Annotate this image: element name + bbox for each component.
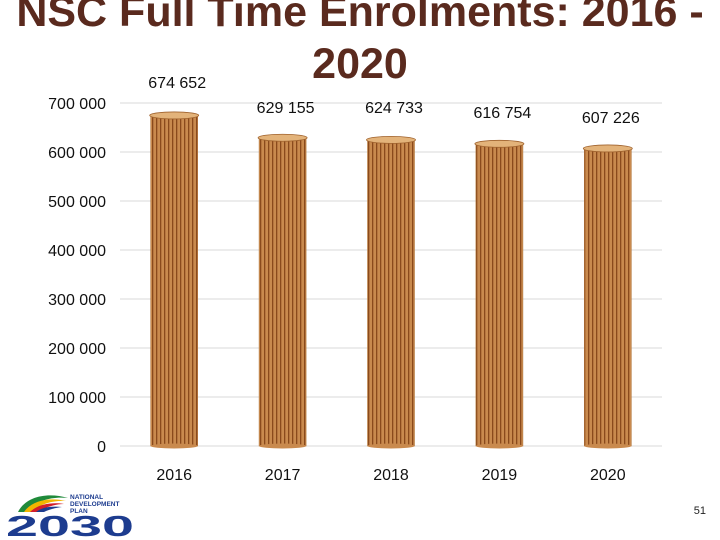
x-axis-ticks: 2016 2017 2018 2019 2020 bbox=[156, 467, 625, 484]
bar-chart: 0 100 000 200 000 300 000 400 000 500 000 600 … bbox=[48, 75, 662, 484]
y-tick-label: 200 000 bbox=[48, 341, 106, 358]
bar-top-cap bbox=[474, 139, 525, 148]
logo-year: 2030 bbox=[6, 511, 134, 538]
logo-text-plan: PLAN bbox=[70, 508, 88, 515]
bar-top-cap bbox=[257, 133, 308, 142]
y-tick-label: 0 bbox=[97, 439, 106, 456]
bar bbox=[150, 115, 198, 447]
bar-top-cap bbox=[366, 135, 416, 144]
data-label: 607 226 bbox=[582, 110, 640, 127]
y-tick-label: 300 000 bbox=[48, 292, 106, 309]
x-tick-label: 2016 bbox=[156, 467, 192, 484]
y-tick-label: 100 000 bbox=[48, 390, 106, 407]
flag-swoosh-icon bbox=[30, 503, 64, 512]
bars bbox=[149, 111, 633, 449]
ndp-2030-logo: NATIONAL DEVELOPMENT PLAN 2030 bbox=[6, 494, 134, 538]
bar-base-cap bbox=[475, 443, 523, 449]
data-label: 624 733 bbox=[365, 100, 423, 117]
bar-base-cap bbox=[584, 443, 632, 449]
y-tick-label: 600 000 bbox=[48, 145, 106, 162]
data-label: 674 652 bbox=[148, 75, 206, 92]
bar-base-cap bbox=[259, 443, 307, 449]
bar-base-cap bbox=[150, 443, 198, 449]
logo-text-national: NATIONAL bbox=[70, 494, 103, 501]
bar bbox=[258, 137, 307, 447]
page-number: 51 bbox=[693, 505, 706, 517]
data-label: 629 155 bbox=[257, 100, 315, 117]
bar bbox=[583, 148, 632, 447]
data-labels: 674 652 629 155 624 733 616 754 607 226 bbox=[148, 75, 640, 127]
x-tick-label: 2017 bbox=[265, 467, 301, 484]
x-tick-label: 2018 bbox=[373, 467, 409, 484]
bar bbox=[475, 143, 524, 447]
logo-text-development: DEVELOPMENT bbox=[70, 501, 120, 508]
bar bbox=[367, 139, 415, 447]
x-tick-label: 2019 bbox=[482, 467, 518, 484]
data-label: 616 754 bbox=[473, 105, 531, 122]
bar-top-cap bbox=[582, 144, 633, 153]
x-tick-label: 2020 bbox=[590, 467, 626, 484]
flag-swoosh-icon bbox=[18, 495, 68, 512]
y-tick-label: 700 000 bbox=[48, 96, 106, 113]
chart-title: NSC Full Time Enrolments: 2016 - 2020 bbox=[16, 0, 704, 88]
flag-swoosh-icon bbox=[36, 506, 62, 512]
bar-top-cap bbox=[149, 111, 200, 120]
bar-base-cap bbox=[367, 443, 415, 449]
y-tick-label: 500 000 bbox=[48, 194, 106, 211]
y-axis-ticks: 0 100 000 200 000 300 000 400 000 500 000 600 … bbox=[48, 96, 106, 456]
y-tick-label: 400 000 bbox=[48, 243, 106, 260]
